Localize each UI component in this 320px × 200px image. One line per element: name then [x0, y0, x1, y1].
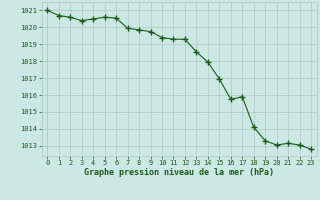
X-axis label: Graphe pression niveau de la mer (hPa): Graphe pression niveau de la mer (hPa) — [84, 168, 274, 177]
